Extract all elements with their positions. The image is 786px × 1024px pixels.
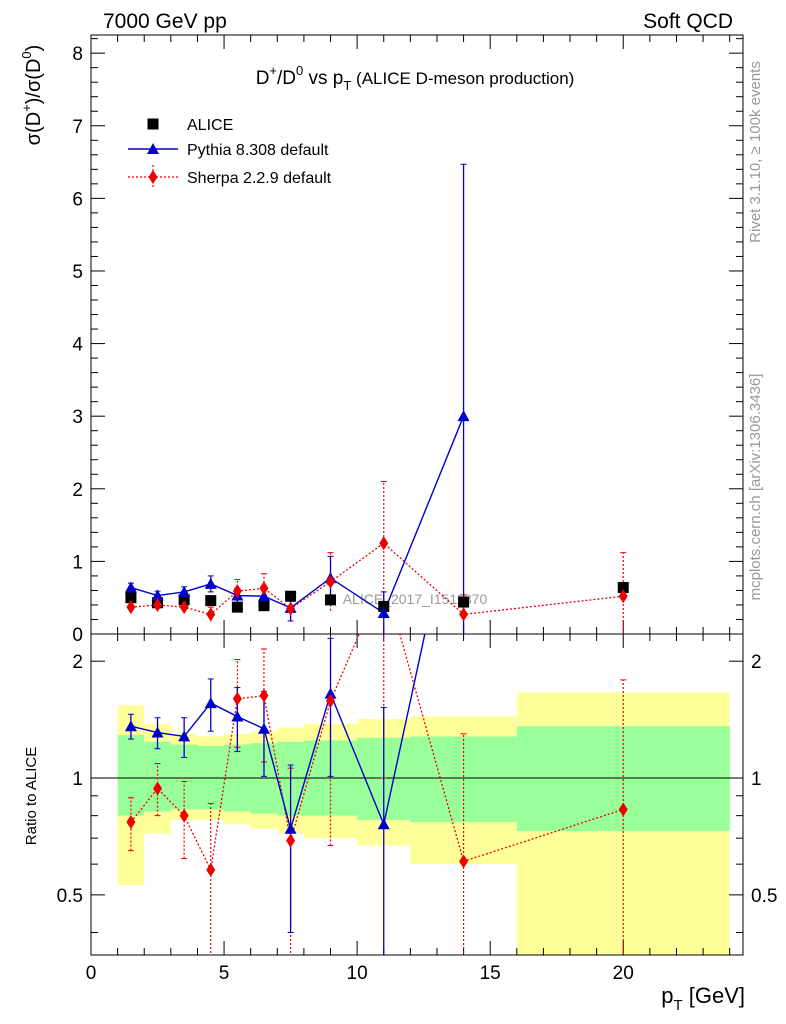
sherpa-point bbox=[206, 607, 216, 622]
alice-point bbox=[231, 601, 243, 613]
sherpa-line bbox=[130, 542, 624, 616]
sherpa-ratio-point bbox=[153, 781, 163, 796]
sherpa-ratio-point bbox=[459, 854, 469, 869]
ratio-band-inner bbox=[117, 735, 145, 816]
alice-point bbox=[458, 596, 470, 608]
alice-point bbox=[378, 600, 390, 612]
sherpa-ratio-point bbox=[232, 691, 242, 706]
y-tick-label: 5 bbox=[72, 262, 83, 283]
sherpa-ratio-point bbox=[206, 862, 216, 877]
pythia-ratio-point bbox=[377, 818, 390, 830]
alice-point bbox=[617, 582, 629, 594]
x-axis-label: pT [GeV] bbox=[661, 983, 745, 1014]
sherpa-ratio-point bbox=[259, 688, 269, 703]
sherpa-ratio-point bbox=[126, 815, 136, 830]
pythia-point bbox=[124, 581, 137, 593]
ratio-tick-label-right: 1 bbox=[751, 769, 762, 790]
sherpa-point bbox=[326, 574, 336, 589]
y-tick-label: 1 bbox=[72, 552, 83, 573]
sherpa-ratio-point bbox=[179, 808, 189, 823]
sherpa-point bbox=[618, 589, 628, 604]
pythia-ratio-point bbox=[231, 710, 244, 722]
y-tick-label: 0 bbox=[72, 625, 83, 646]
chart-title: D+/D0 vs pT (ALICE D-meson production) bbox=[256, 63, 575, 93]
sherpa-ratio-point bbox=[618, 802, 628, 817]
legend-sherpa-marker bbox=[148, 170, 158, 184]
ratio-tick-label: 1 bbox=[72, 769, 83, 790]
sherpa-point bbox=[286, 601, 296, 616]
sherpa-point bbox=[459, 607, 469, 622]
y-tick-label: 8 bbox=[72, 44, 83, 65]
ratio-tick-label: 2 bbox=[72, 652, 83, 673]
y-tick-label: 3 bbox=[72, 407, 83, 428]
y-tick-label: 2 bbox=[72, 480, 83, 501]
ratio-band-group bbox=[117, 692, 730, 955]
legend-alice-marker bbox=[147, 118, 159, 130]
header-right: Soft QCD bbox=[643, 10, 733, 33]
x-tick-label: 0 bbox=[86, 963, 97, 984]
alice-point bbox=[258, 600, 270, 612]
pythia-ratio-point bbox=[151, 726, 164, 738]
legend-pythia-marker bbox=[147, 143, 159, 154]
ratio-frame bbox=[90, 633, 744, 956]
alice-point bbox=[178, 594, 190, 606]
ratio-band-inner bbox=[144, 741, 171, 812]
ratio-uncertainty-bands bbox=[117, 692, 730, 955]
main-plot-series bbox=[124, 163, 629, 634]
sherpa-point bbox=[126, 600, 136, 615]
pythia-ratio-point bbox=[178, 730, 191, 742]
ratio-tick-label: 0.5 bbox=[57, 886, 83, 907]
side-label-mcplots: mcplots.cern.ch [arXiv:1306.3436] bbox=[747, 374, 764, 601]
x-tick-label: 15 bbox=[480, 963, 501, 984]
pythia-point bbox=[204, 577, 217, 589]
ratio-plot-series bbox=[124, 634, 628, 955]
pythia-ratio-point bbox=[284, 822, 297, 834]
ratio-tick-label-right: 2 bbox=[751, 652, 762, 673]
sherpa-ratio-point bbox=[286, 833, 296, 848]
header-left: 7000 GeV pp bbox=[103, 10, 227, 33]
legend: ALICE Pythia 8.308 default Sherpa 2.2.9 de… bbox=[128, 117, 332, 189]
x-tick-label: 10 bbox=[347, 963, 368, 984]
pythia-point bbox=[178, 585, 191, 597]
y-axis-label: σ(D+)/σ(D0) bbox=[19, 45, 45, 146]
sherpa-point bbox=[153, 597, 163, 612]
sherpa-point bbox=[179, 600, 189, 615]
pythia-ratio-point bbox=[124, 720, 137, 732]
ratio-axis-label: Ratio to ALICE bbox=[23, 747, 40, 845]
x-tick-label: 20 bbox=[613, 963, 634, 984]
sherpa-ratio-point bbox=[326, 693, 336, 708]
pythia-ratio-point bbox=[324, 687, 337, 699]
y-tick-label: 6 bbox=[72, 189, 83, 210]
sherpa-point bbox=[259, 581, 269, 596]
legend-alice-label: ALICE bbox=[187, 117, 233, 134]
pythia-ratio-point bbox=[257, 722, 270, 734]
side-label-rivet: Rivet 3.1.10, ≥ 100k events bbox=[747, 61, 764, 243]
pythia-point bbox=[457, 410, 470, 422]
sherpa-point bbox=[379, 536, 389, 551]
sherpa-point bbox=[232, 584, 242, 599]
legend-pythia-label: Pythia 8.308 default bbox=[187, 142, 329, 159]
pythia-point bbox=[151, 589, 164, 601]
alice-point bbox=[125, 592, 137, 604]
y-tick-label: 7 bbox=[72, 117, 83, 138]
alice-point bbox=[285, 590, 297, 602]
pythia-point bbox=[257, 590, 270, 602]
pythia-line bbox=[130, 415, 465, 614]
series-layer bbox=[124, 163, 629, 955]
ratio-tick-label-right: 0.5 bbox=[751, 886, 777, 907]
x-tick-label: 5 bbox=[219, 963, 230, 984]
legend-sherpa-label: Sherpa 2.2.9 default bbox=[187, 170, 332, 187]
axes: 0 1 2 3 4 5 6 7 8 0 5 10 15 20 0.5 0.5 1 1 2 2 bbox=[57, 34, 777, 984]
alice-point bbox=[325, 594, 337, 606]
y-tick-label: 4 bbox=[72, 335, 83, 356]
pythia-ratio-point bbox=[204, 697, 217, 709]
pythia-point bbox=[377, 606, 390, 618]
pythia-ratio-line bbox=[130, 634, 426, 832]
alice-point bbox=[205, 595, 217, 607]
